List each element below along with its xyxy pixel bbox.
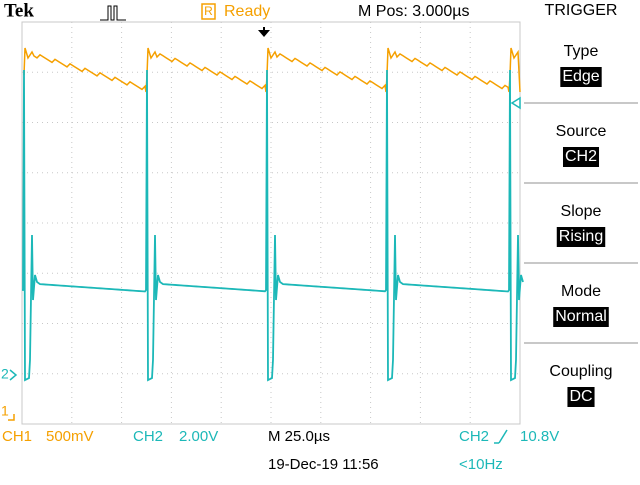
status-icon-box xyxy=(201,3,216,20)
menu-title: TRIGGER xyxy=(545,2,618,19)
graticule xyxy=(22,22,520,424)
menu-label: Type xyxy=(564,43,599,60)
menu-value: CH2 xyxy=(565,148,597,165)
status: Ready xyxy=(224,3,270,20)
menu-value-box xyxy=(562,147,600,167)
timebase: M 25.0µs xyxy=(268,428,330,445)
slope-icon xyxy=(498,429,508,444)
menu-value-box xyxy=(567,387,595,407)
brand: Tek xyxy=(4,0,34,21)
menu-value-box xyxy=(553,307,609,327)
horizontal-position: M Pos: 3.000µs xyxy=(358,3,470,20)
menu-label: Source xyxy=(556,123,607,140)
trigger-source: CH2 xyxy=(459,428,489,445)
trigger-level: 10.8V xyxy=(520,428,559,445)
ch2-scale: 2.00V xyxy=(179,428,218,445)
ch1-scale: 500mV xyxy=(46,428,94,445)
ch2-marker: 2 xyxy=(1,366,9,382)
status-icon: R xyxy=(204,4,213,18)
trigger-menu: Type Edge Source CH2 Slope Rising Mode Normal Co… xyxy=(524,43,638,407)
trigger-frequency: <10Hz xyxy=(459,456,503,473)
menu-value: Normal xyxy=(555,308,607,325)
menu-value: Rising xyxy=(559,228,603,245)
ch1-waveform xyxy=(23,47,521,93)
ch2-waveform xyxy=(22,69,524,382)
date-time: 19-Dec-19 11:56 xyxy=(268,456,379,473)
menu-value-box xyxy=(556,227,606,247)
menu-value-box xyxy=(560,67,602,87)
ch2-name: CH2 xyxy=(133,428,163,445)
acquire-icon xyxy=(100,5,126,21)
ch1-name: CH1 xyxy=(2,428,32,445)
ch2-marker-arrow xyxy=(9,369,18,381)
menu-label: Coupling xyxy=(549,363,612,380)
menu-label: Mode xyxy=(561,283,601,300)
graticule-border xyxy=(21,21,521,425)
ch1-marker-arrow xyxy=(8,414,15,421)
menu-label: Slope xyxy=(561,203,602,220)
menu-value: DC xyxy=(569,388,592,405)
menu-value: Edge xyxy=(562,68,599,85)
trigger-level-marker xyxy=(510,96,521,110)
trigger-position-marker xyxy=(258,30,270,37)
ch1-marker: 1 xyxy=(1,403,9,419)
